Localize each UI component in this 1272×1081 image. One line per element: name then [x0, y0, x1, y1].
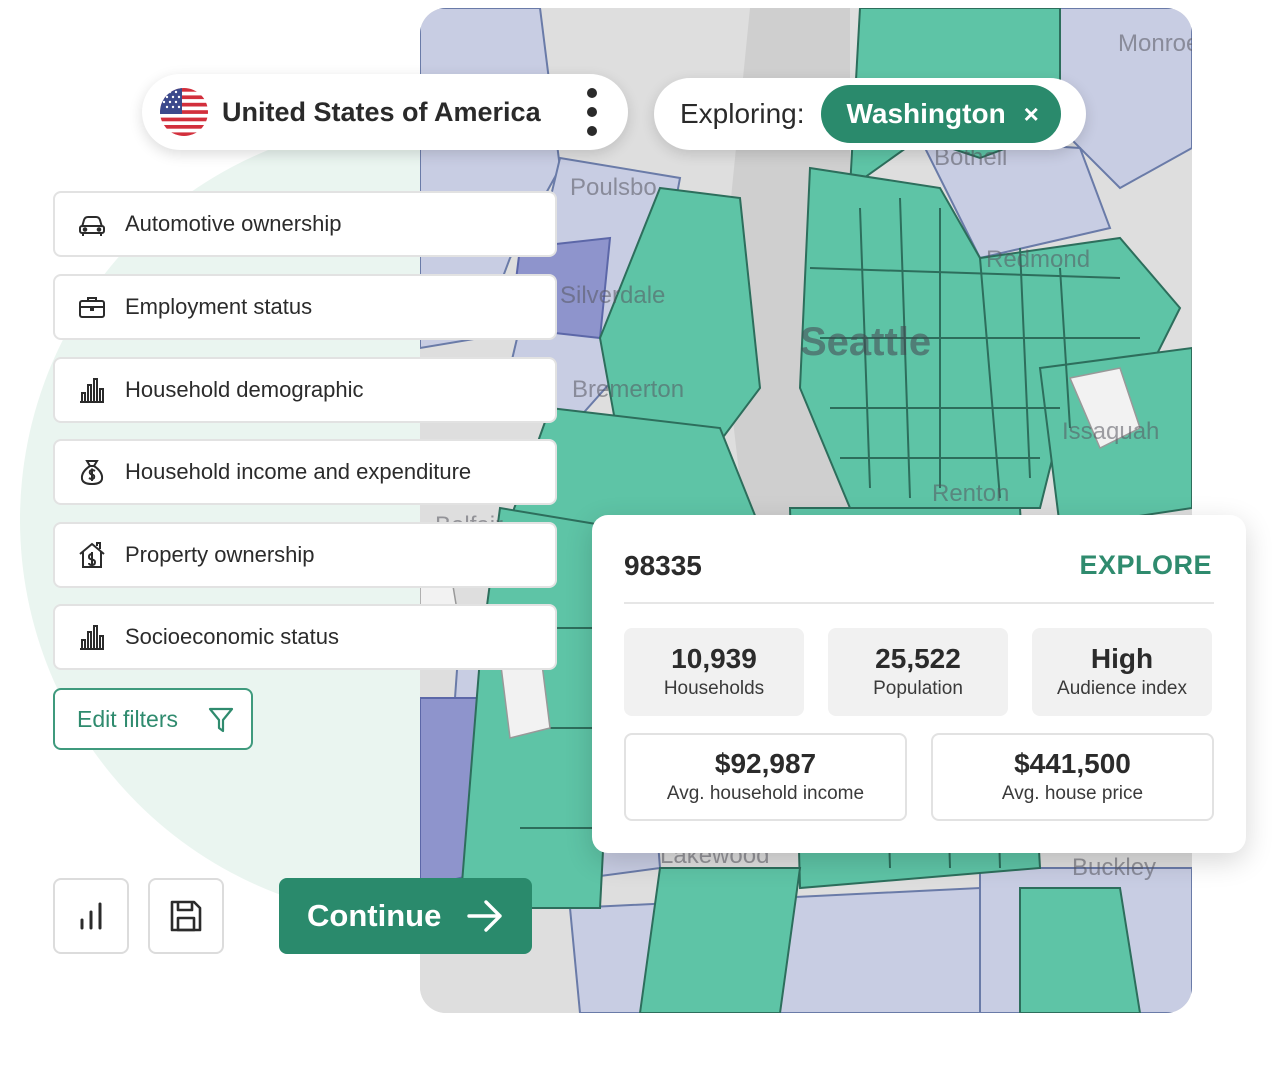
exploring-region-pill: Exploring: Washington ×: [654, 78, 1086, 150]
us-flag-icon: [160, 88, 208, 136]
edit-filters-button[interactable]: Edit filters: [53, 688, 253, 750]
arrow-right-icon: [467, 900, 502, 932]
explore-link[interactable]: EXPLORE: [1079, 550, 1212, 580]
zip-code: 98335: [624, 550, 702, 581]
stat-label: Avg. household income: [666, 783, 865, 805]
card-divider: [624, 602, 1214, 604]
filter-icon: [208, 707, 234, 733]
filter-household-demographic[interactable]: Household demographic: [53, 357, 557, 423]
country-name: United States of America: [222, 96, 541, 127]
stat-label: Avg. house price: [1001, 783, 1144, 805]
country-selector[interactable]: United States of America: [142, 74, 628, 150]
filter-label: Household demographic: [125, 377, 364, 402]
stat-value: $441,500: [1014, 747, 1131, 779]
filter-household-income[interactable]: Household income and expenditure: [53, 439, 557, 505]
stat-value: 25,522: [875, 642, 961, 674]
filter-label: Property ownership: [125, 542, 315, 567]
continue-label: Continue: [307, 898, 442, 933]
briefcase-icon: [75, 290, 109, 324]
filter-label: Household income and expenditure: [125, 459, 472, 484]
kebab-menu-icon[interactable]: [586, 88, 598, 136]
chart-icon: [80, 902, 102, 930]
stat-avg-household-income: $92,987 Avg. household income: [624, 733, 907, 821]
stat-audience-index: High Audience index: [1032, 628, 1212, 716]
map-view[interactable]: Monroe Bothell Poulsbo Redmond Silverdal…: [420, 8, 1192, 1013]
stat-value: High: [1090, 642, 1154, 674]
filter-employment-status[interactable]: Employment status: [53, 274, 557, 340]
map-label-seattle: Seattle: [800, 320, 932, 364]
filter-label: Automotive ownership: [125, 211, 342, 236]
bar-chart-icon: [75, 620, 109, 654]
save-button[interactable]: [148, 878, 224, 954]
region-chip-label: Washington: [846, 98, 1006, 129]
map-label-poulsbo: Poulsbo: [570, 174, 657, 201]
house-icon: [75, 538, 109, 572]
stat-label: Households: [663, 678, 765, 700]
stat-population: 25,522 Population: [828, 628, 1008, 716]
stat-avg-house-price: $441,500 Avg. house price: [931, 733, 1214, 821]
stat-label: Audience index: [1057, 678, 1187, 700]
map-label-bremerton: Bremerton: [572, 376, 685, 403]
map-label-buckley: Buckley: [1072, 854, 1157, 881]
bar-chart-icon: [75, 373, 109, 407]
filter-label: Socioeconomic status: [125, 624, 339, 649]
stat-value: $92,987: [714, 747, 817, 779]
filter-automotive-ownership[interactable]: Automotive ownership: [53, 191, 557, 257]
map-label-silverdale: Silverdale: [560, 282, 666, 309]
filter-socioeconomic-status[interactable]: Socioeconomic status: [53, 604, 557, 670]
car-icon: [75, 207, 109, 241]
map-label-renton: Renton: [932, 480, 1010, 507]
map-label-monroe: Monroe: [1118, 30, 1192, 57]
filter-property-ownership[interactable]: Property ownership: [53, 522, 557, 588]
region-chip[interactable]: Washington ×: [820, 85, 1061, 143]
zip-info-card: 98335 EXPLORE 10,939 Households 25,522 P…: [592, 515, 1246, 853]
stat-label: Population: [873, 678, 963, 700]
exploring-label: Exploring:: [680, 98, 805, 129]
stat-households: 10,939 Households: [624, 628, 804, 716]
edit-filters-label: Edit filters: [77, 705, 178, 732]
money-bag-icon: [75, 455, 109, 489]
chart-button[interactable]: [53, 878, 129, 954]
save-icon: [170, 900, 202, 932]
continue-button[interactable]: Continue: [279, 878, 532, 954]
close-icon[interactable]: ×: [1023, 99, 1039, 129]
map-label-issaquah: Issaquah: [1062, 418, 1160, 445]
stat-value: 10,939: [671, 642, 757, 674]
filter-label: Employment status: [125, 294, 313, 319]
map-label-redmond: Redmond: [986, 246, 1091, 273]
